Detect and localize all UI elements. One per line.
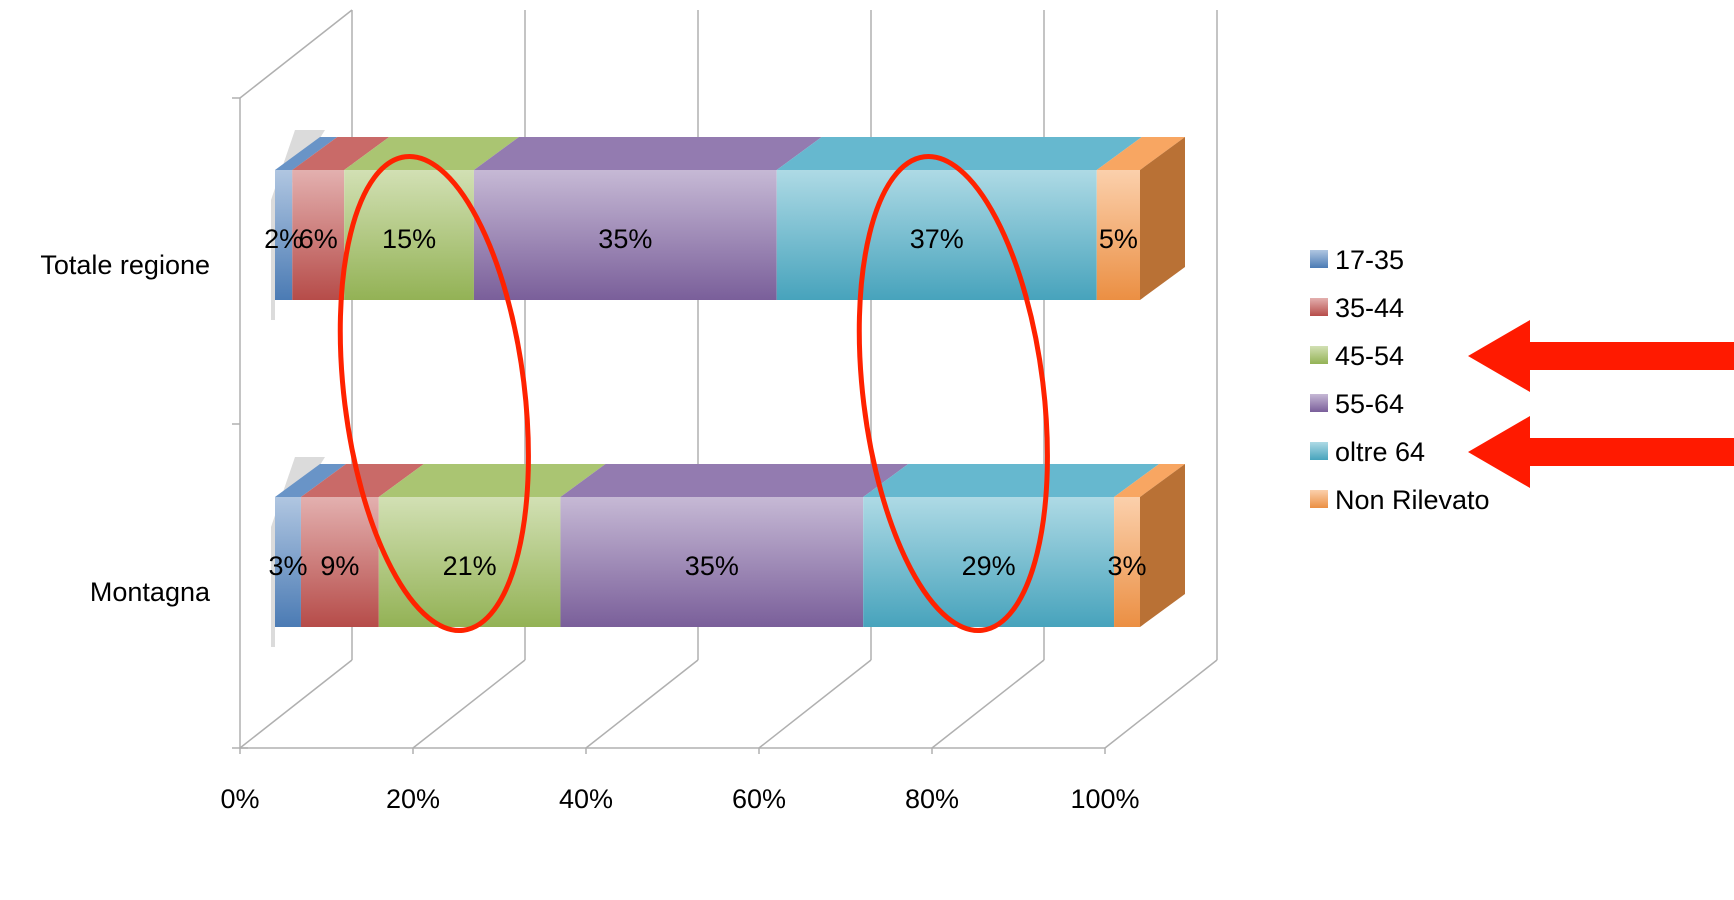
legend-swatch [1310,490,1328,508]
gridline-floor [585,659,699,749]
bars [271,130,1185,647]
bar-segment [275,170,293,300]
data-label: 15% [382,224,436,254]
data-label: 37% [910,224,964,254]
legend-label: 45-54 [1335,341,1404,371]
bar-segment [473,170,777,300]
data-label: 35% [598,224,652,254]
bar-top-face [1114,464,1185,497]
bar-side-face [1140,137,1185,300]
legend-swatch [1310,442,1328,460]
bar-top-face [1096,137,1185,170]
x-tick-label: 40% [559,784,613,814]
category-label: Montagna [90,577,211,607]
data-label: 9% [320,551,359,581]
legend-label: 17-35 [1335,245,1404,275]
bar-segment [560,497,864,627]
data-label: 2% [264,224,303,254]
gridline-floor [931,659,1045,749]
bar-top-face [275,464,346,497]
chart-walls [232,9,1105,749]
x-tick-label: 20% [386,784,440,814]
bar-segment [275,497,301,627]
data-label: 3% [268,551,307,581]
legend-swatch [1310,346,1328,364]
legend-label: Non Rilevato [1335,485,1490,515]
x-tick-label: 100% [1070,784,1139,814]
bar-top-face [560,464,909,497]
gridline-floor [412,659,526,749]
x-tick-label: 80% [905,784,959,814]
legend-label: 35-44 [1335,293,1404,323]
data-label: 35% [685,551,739,581]
legend-swatch [1310,250,1328,268]
gridline-floor [758,659,872,749]
bar-segment [300,497,379,627]
x-tick-label: 60% [732,784,786,814]
data-label: 21% [443,551,497,581]
highlight-ellipse [856,154,1050,633]
arrow-icon [1468,320,1734,392]
annotations [337,154,1734,633]
bar-segment [776,170,1097,300]
gridline-floor [239,659,353,749]
bar-top-face [378,464,606,497]
bar-top-face [275,137,338,170]
data-label: 6% [299,224,338,254]
left-wall-edge [239,98,248,749]
data-label: 29% [962,551,1016,581]
legend: 17-35 35-44 45-54 55-64 oltre 64 Non Rilevato [1310,245,1490,515]
bar-segment [1096,170,1140,300]
highlight-ellipse [337,154,531,633]
data-label: 5% [1099,224,1138,254]
bar-side-face [1140,464,1185,627]
bar-top-face [292,137,390,170]
gridline-floor [1104,659,1218,749]
legend-swatch [1310,298,1328,316]
x-tick-labels: 0% 20% 40% 60% 80% 100% [220,784,1139,814]
data-label: 3% [1108,551,1147,581]
arrow-icon [1468,416,1734,488]
bar-top-face [776,137,1142,170]
bar-top-face [473,137,822,170]
category-labels: Totale regione Montagna [40,250,211,607]
wall-top-edge [239,9,353,99]
legend-swatch [1310,394,1328,412]
bar-segment [292,170,345,300]
bar-segment [378,497,561,627]
legend-label: oltre 64 [1335,437,1425,467]
bar-top-face [863,464,1160,497]
gridlines [239,10,1218,754]
category-label: Totale regione [40,250,210,280]
bar-top-face [300,464,424,497]
data-labels: 2%6% 15% 35% 37% 5% 3% 9% 21% 35% 29% 3% [264,224,1146,581]
bar-segment [1114,497,1140,627]
legend-label: 55-64 [1335,389,1404,419]
x-tick-label: 0% [220,784,259,814]
